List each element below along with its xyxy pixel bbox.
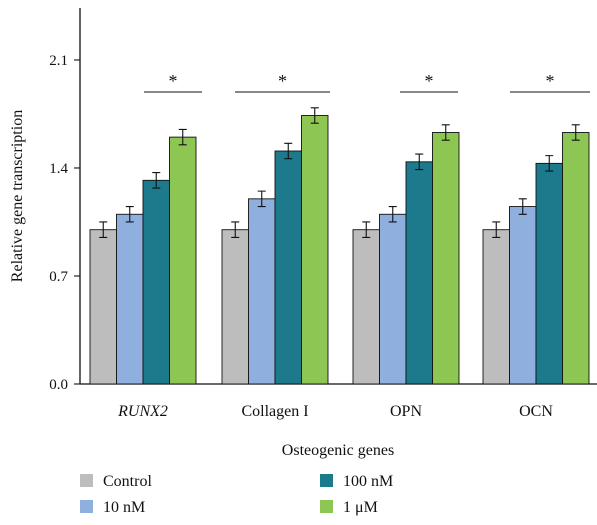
error-bar xyxy=(125,206,134,223)
error-bar xyxy=(492,221,501,238)
bar-runx2-2 xyxy=(116,213,144,385)
significance-star: * xyxy=(546,71,555,91)
bar-collagen-i-2 xyxy=(248,198,276,385)
bar-opn-2 xyxy=(379,213,407,385)
bar-runx2-4 xyxy=(169,136,197,385)
bar-collagen-i-1 xyxy=(221,229,249,385)
error-bar xyxy=(415,153,424,171)
legend-label-2: 10 nM xyxy=(103,499,145,516)
y-tick-label: 0.7 xyxy=(49,269,68,285)
legend-label-4: 1 μM xyxy=(343,499,378,516)
error-bar xyxy=(362,221,371,238)
legend-label-1: Control xyxy=(103,473,152,490)
y-ticks: 0.0 0.7 1.4 2.1 xyxy=(49,53,80,393)
y-tick-label: 0.0 xyxy=(49,377,68,393)
legend-swatch-4 xyxy=(320,500,333,513)
error-bar xyxy=(388,206,397,223)
error-bar xyxy=(257,190,266,208)
category-label-runx2: RUNX2 xyxy=(117,403,168,420)
bar-opn-3 xyxy=(405,161,433,385)
error-bar xyxy=(152,172,161,189)
legend-swatch-2 xyxy=(80,500,93,513)
y-tick-label: 2.1 xyxy=(49,53,68,69)
bar-runx2-3 xyxy=(142,179,170,385)
x-axis-title: Osteogenic genes xyxy=(282,442,394,459)
error-bar xyxy=(518,198,527,215)
error-bar xyxy=(99,221,108,238)
bar-collagen-i-4 xyxy=(301,115,329,385)
legend-swatch-3 xyxy=(320,474,333,487)
significance-star: * xyxy=(425,71,434,91)
error-bar xyxy=(231,221,240,238)
significance-star: * xyxy=(169,71,178,91)
legend-swatch-1 xyxy=(80,474,93,487)
error-bar xyxy=(178,128,187,146)
error-bars xyxy=(99,107,580,238)
bar-opn-4 xyxy=(432,132,460,385)
bar-runx2-1 xyxy=(89,229,117,385)
bar-collagen-i-3 xyxy=(274,150,302,385)
error-bar xyxy=(284,142,293,160)
category-label-opn: OPN xyxy=(390,403,422,420)
bar-opn-1 xyxy=(352,229,380,385)
bar-ocn-4 xyxy=(562,132,590,385)
error-bar xyxy=(310,107,319,124)
error-bar xyxy=(545,155,554,172)
error-bar xyxy=(441,124,450,141)
category-labels: RUNX2 Collagen I OPN OCN xyxy=(117,403,553,420)
error-bar xyxy=(571,124,580,141)
y-tick-label: 1.4 xyxy=(49,161,68,177)
legend: Control 10 nM 100 nM 1 μM xyxy=(80,473,393,516)
significance-star: * xyxy=(278,71,287,91)
bar-ocn-2 xyxy=(509,206,537,385)
significance-annotations: * * * * xyxy=(144,71,590,93)
bar-ocn-3 xyxy=(535,162,563,385)
legend-label-3: 100 nM xyxy=(343,473,393,490)
category-label-ocn: OCN xyxy=(519,403,553,420)
bars xyxy=(89,115,590,385)
category-label-collagen-i: Collagen I xyxy=(241,403,308,420)
bar-ocn-1 xyxy=(482,229,510,385)
y-axis-title: Relative gene transcription xyxy=(9,110,26,282)
